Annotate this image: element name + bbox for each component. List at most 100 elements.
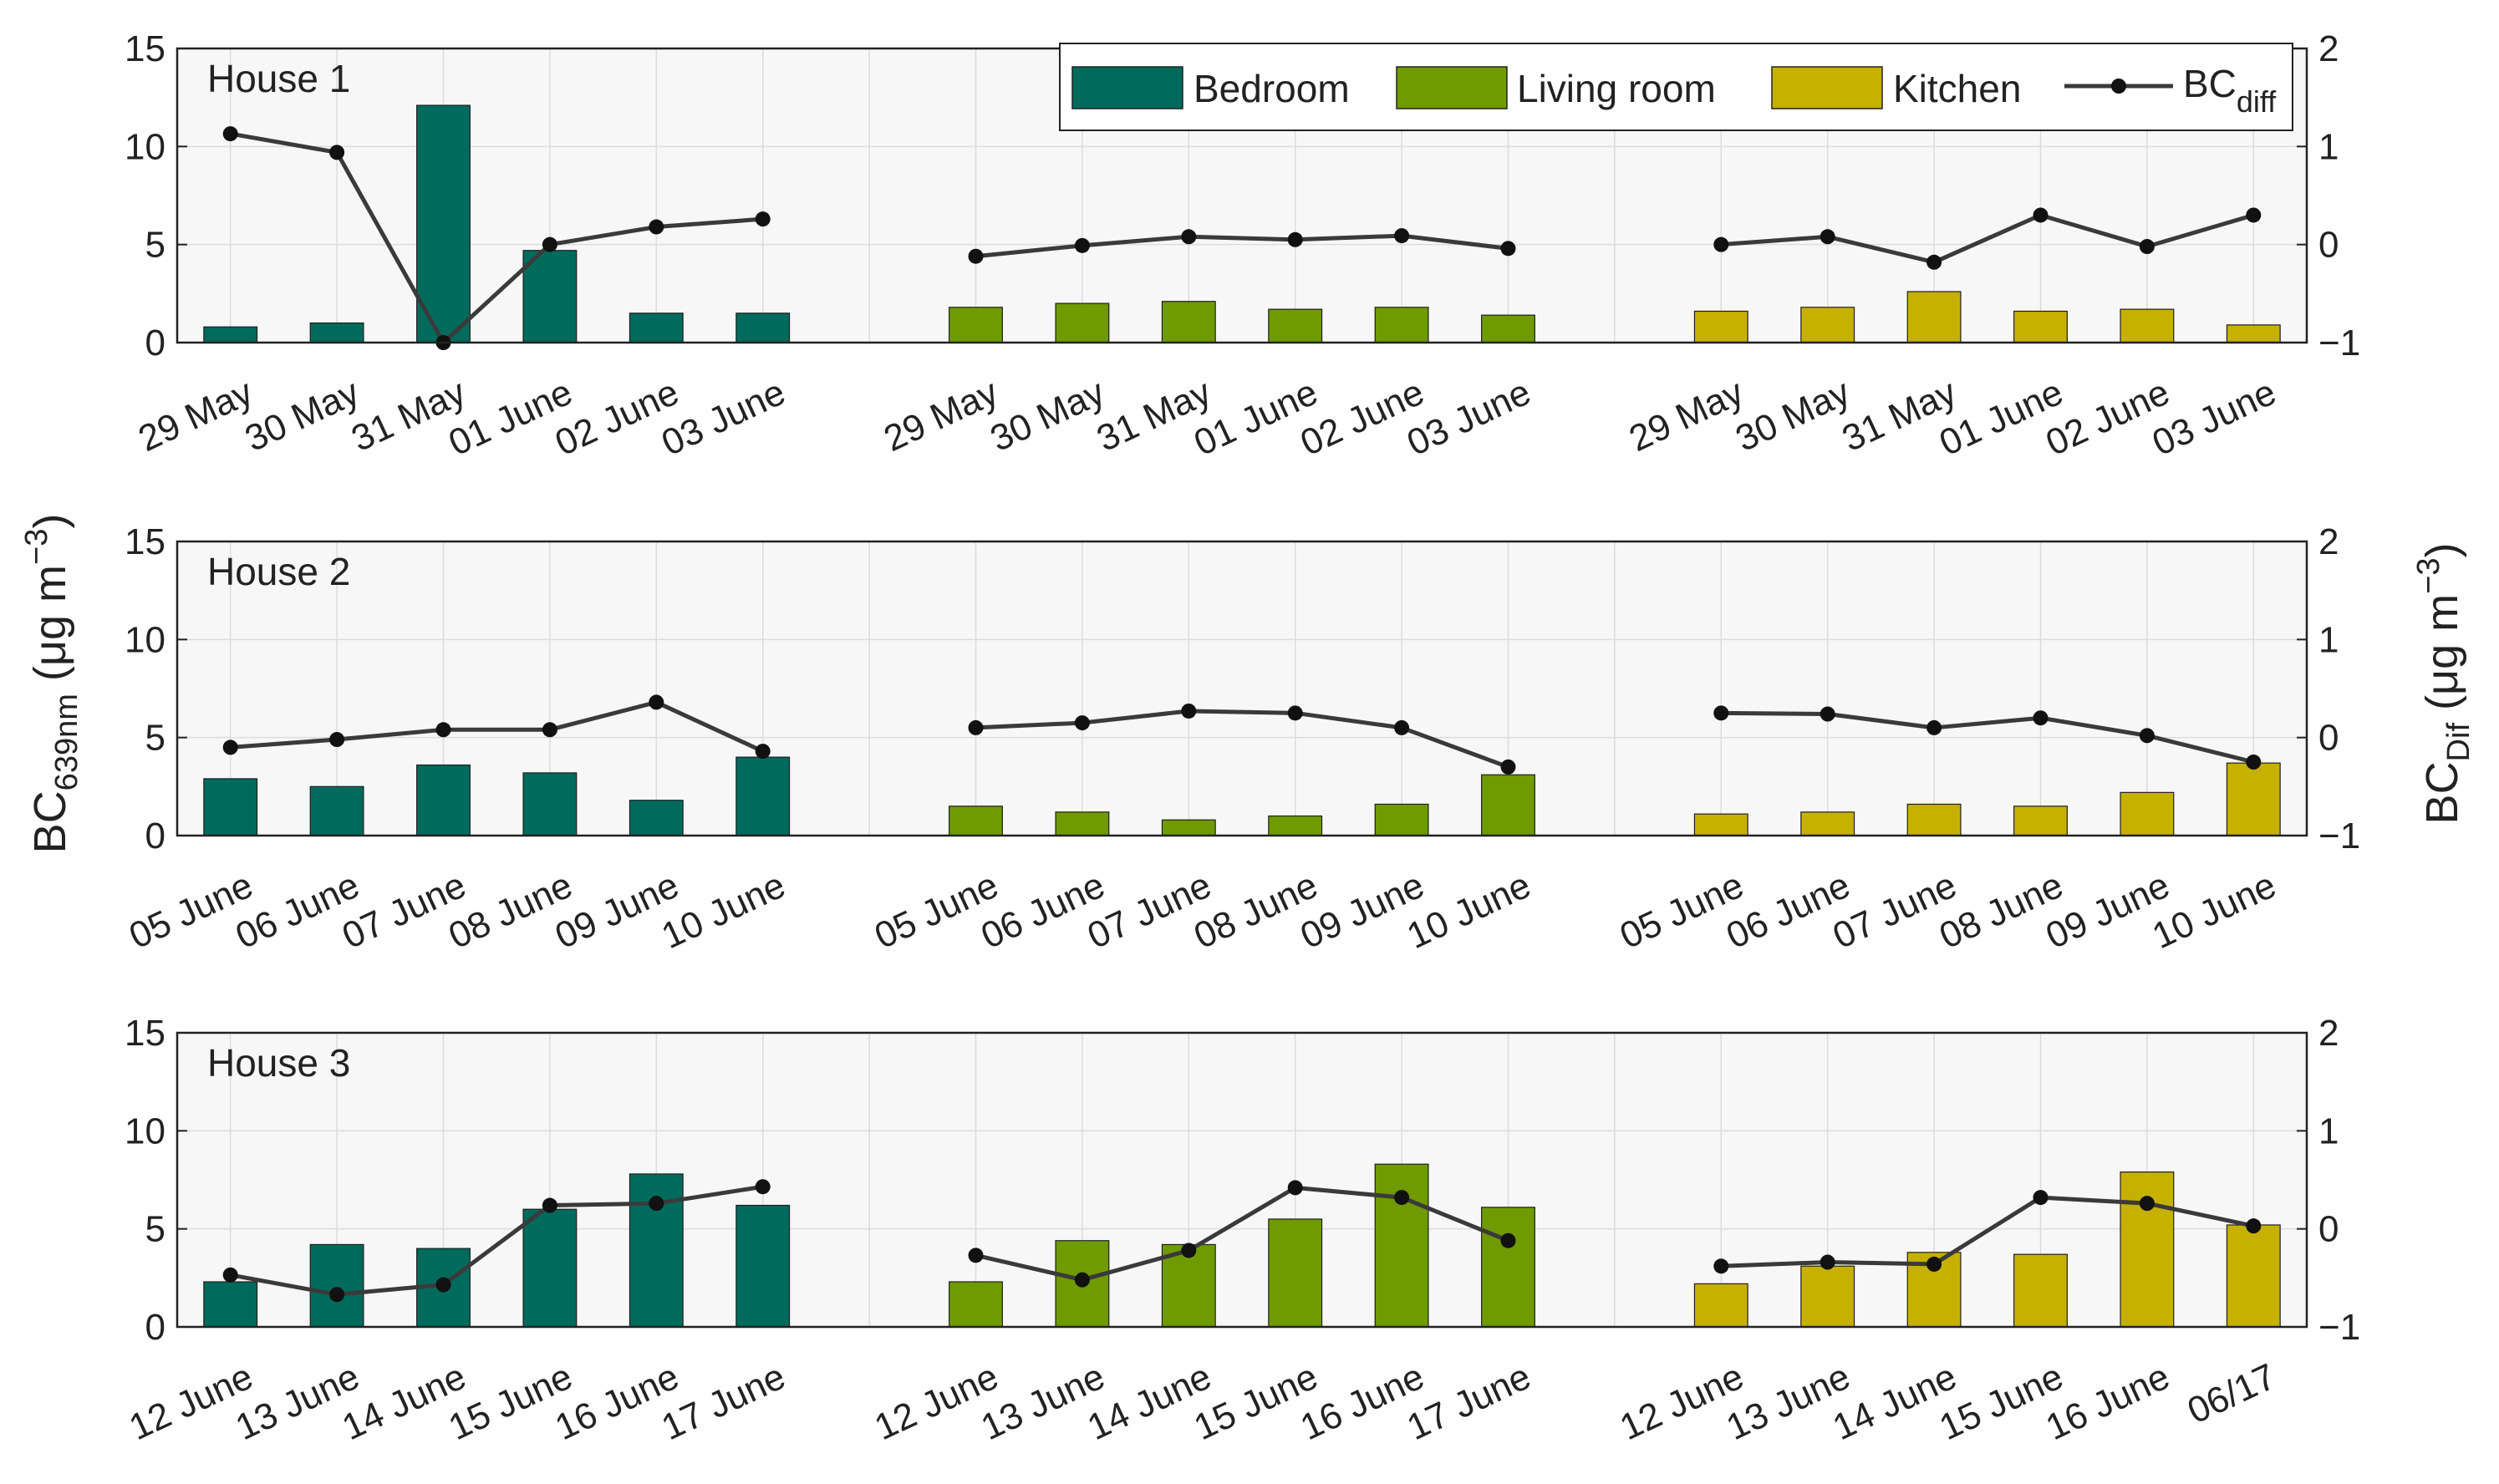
bar-kitchen [1693,813,1748,836]
x-tick-label: 07 June [1082,865,1218,958]
bar-kitchen [1693,310,1748,343]
x-tick-label: 02 June [549,372,685,465]
x-tick-label: 13 June [975,1356,1112,1449]
bar-kitchen [2013,806,2068,836]
right-axis-title-main: BC [2417,761,2467,824]
x-tick-label: 30 May [239,372,365,460]
bar-bedroom [416,764,471,836]
left-axis-title-sub: 639nm [49,694,84,790]
x-tick-label: 15 June [1188,1356,1324,1449]
y-tick-label-left: 15 [125,1013,165,1054]
bar-living-room [1481,314,1535,343]
bc-diff-point [755,1179,771,1195]
panel-title: House 3 [207,1041,350,1085]
x-tick-label: 01 June [443,372,579,465]
x-tick-label: 02 June [2040,372,2176,465]
bar-kitchen [2226,324,2281,343]
bar-bedroom [203,326,258,343]
x-tick-label: 05 June [868,865,1005,958]
bar-kitchen [2226,1224,2281,1328]
x-tick-label: 10 June [655,865,791,958]
bc-diff-point [2139,728,2155,744]
bc-diff-point [542,236,557,252]
right-axis-title: BCDif (μg m−3) [2411,543,2476,825]
left-axis-title-sup: −3 [19,529,54,565]
x-tick-label: 14 June [336,1356,472,1449]
bar-living-room [1481,1207,1535,1328]
bc-diff-point [1926,254,1942,270]
bar-living-room [1055,811,1110,836]
bar-living-room [949,806,1003,836]
y-tick-label-right: −1 [2318,1307,2360,1348]
x-tick-label: 02 June [1295,372,1431,465]
bc-diff-line [975,1185,1509,1283]
bc-diff-point [649,219,664,235]
bc-diff-point [1181,1243,1197,1258]
y-tick-label-right: 1 [2318,126,2339,167]
x-tick-label: 30 May [985,372,1111,460]
x-tick-label: 12 June [1614,1356,1750,1449]
x-tick-label: 16 June [2040,1356,2176,1449]
bc-diff-point [968,248,984,264]
bar-bedroom [735,1204,791,1328]
right-axis-title-sub: Dif [2441,723,2476,762]
bc-diff-point [2033,207,2049,223]
plot-area [177,1033,2307,1327]
bar-bedroom [203,1281,258,1328]
x-tick-label: 03 June [1401,372,1537,465]
bc-diff-point [649,1196,664,1212]
bc-diff-point [2246,755,2262,770]
bar-bedroom [309,1243,364,1328]
bar-kitchen [2013,310,2068,343]
bc-diff-point [1287,1180,1303,1196]
bc-diff-point [1181,703,1197,719]
bar-kitchen [1800,1265,1855,1328]
y-tick-label-right: 2 [2318,1013,2339,1054]
bar-living-room [1161,819,1216,836]
bc-diff-point [435,722,451,738]
bar-kitchen [2013,1253,2068,1328]
x-tick-label: 06/17 [2181,1356,2283,1432]
right-axis-title-units: (μg m [2417,594,2467,723]
bc-diff-point [1820,229,1835,245]
bar-kitchen [2120,308,2175,343]
x-tick-label: 01 June [1188,372,1324,465]
bc-diff-point [2139,1196,2155,1212]
y-tick-label-left: 10 [125,126,165,167]
bc-diff-point [1820,1254,1835,1270]
bc-diff-point [968,719,984,735]
y-tick-label-left: 10 [125,1110,165,1151]
bar-bedroom [309,785,364,836]
legend-marker-bc-diff [2111,79,2126,94]
x-tick-label: 15 June [1933,1356,2069,1449]
x-tick-label: 10 June [2146,865,2283,958]
bar-bedroom [735,756,791,836]
bc-diff-point [329,145,345,160]
bc-diff-line [230,131,763,345]
bc-diff-line [1721,710,2254,765]
x-tick-label: 14 June [1082,1356,1218,1449]
bc-diff-point [542,1197,557,1213]
x-tick-label: 13 June [230,1356,366,1449]
bar-bedroom [522,772,578,836]
y-tick-label-left: 5 [145,718,165,759]
bc-diff-point [2139,239,2155,255]
legend-label-kitchen: Kitchen [1893,67,2021,110]
bc-diff-point [1394,228,1410,244]
bc-diff-point [1713,1258,1729,1274]
bc-diff-point [1074,1272,1090,1288]
bc-diff-point [2246,1218,2262,1234]
y-tick-label-left: 5 [145,225,165,266]
bar-bedroom [522,1208,578,1328]
bar-living-room [1161,301,1216,343]
axes-frame [176,1031,2308,1329]
bc-diff-point [1181,229,1197,245]
x-tick-label: 09 June [1295,865,1431,958]
y-tick-label-right: 1 [2318,1110,2339,1151]
bar-bedroom [309,322,364,343]
bar-living-room [1374,803,1429,836]
bc-diff-point [329,1287,345,1303]
